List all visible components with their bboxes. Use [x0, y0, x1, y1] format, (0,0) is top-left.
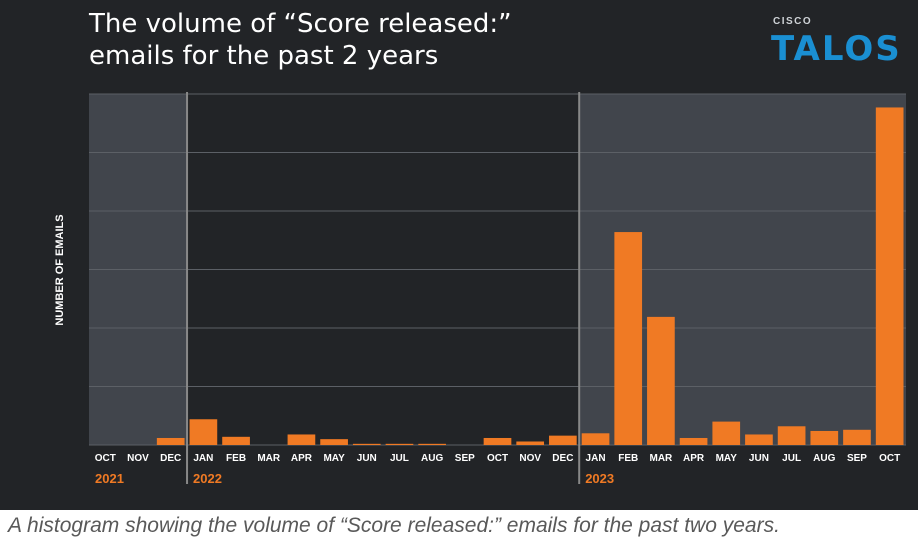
year-label: 2022 [193, 471, 222, 486]
x-tick-label: MAR [257, 453, 281, 464]
bar-4 [222, 436, 250, 445]
x-tick-label: NOV [519, 453, 541, 464]
x-tick-label: APR [291, 453, 313, 464]
x-tick-label: DEC [552, 453, 573, 464]
bar-8 [352, 443, 381, 445]
x-tick-label: JAN [193, 453, 213, 464]
logo-product-text: TALOS [771, 29, 902, 69]
x-tick-label: DEC [160, 453, 181, 464]
x-tick-label: JAN [586, 453, 606, 464]
bar-19 [712, 421, 741, 445]
bar-16 [614, 232, 643, 445]
x-tick-label: JUL [390, 453, 409, 464]
x-tick-label: OCT [879, 453, 900, 464]
bar-12 [483, 437, 512, 445]
x-tick-label: FEB [618, 453, 638, 464]
bar-15 [581, 433, 610, 445]
bar-13 [516, 441, 545, 445]
year-label: 2023 [585, 471, 614, 486]
x-tick-label: SEP [455, 453, 475, 464]
bar-23 [843, 429, 871, 445]
chart-title-line-1: The volume of “Score released:” [89, 9, 512, 39]
x-tick-label: JUN [749, 453, 769, 464]
logo-company-text: CISCO [773, 16, 813, 27]
x-tick-label: SEP [847, 453, 867, 464]
bar-chart: OCT NOV DEC JAN FEB MAR APR MAY JUN JUL AUG SEP OCT N… [89, 92, 906, 486]
year-label: 2021 [95, 471, 124, 486]
x-tick-label: JUL [782, 453, 801, 464]
bar-2 [156, 437, 185, 445]
x-tick-label: OCT [95, 453, 116, 464]
bar-14 [549, 435, 577, 445]
x-tick-label: JUN [357, 453, 377, 464]
bar-6 [287, 434, 316, 445]
bar-7 [320, 439, 348, 445]
x-tick-label: MAY [323, 453, 345, 464]
bar-9 [385, 443, 414, 445]
bar-17 [647, 316, 675, 445]
bar-22 [810, 430, 839, 445]
bar-10 [418, 443, 446, 445]
bar-3 [189, 419, 218, 445]
chart-title-line-2: emails for the past 2 years [89, 41, 439, 71]
x-tick-label: AUG [421, 453, 443, 464]
x-tick-label: APR [683, 453, 705, 464]
x-tick-label: NOV [127, 453, 149, 464]
bar-24 [875, 107, 904, 445]
bar-20 [745, 434, 773, 445]
bar-21 [777, 426, 806, 445]
x-tick-label: FEB [226, 453, 246, 464]
x-tick-label: AUG [813, 453, 835, 464]
x-tick-label: MAY [716, 453, 738, 464]
bar-18 [679, 437, 708, 445]
figure-caption: A histogram showing the volume of “Score… [8, 514, 780, 537]
x-tick-label: OCT [487, 453, 508, 464]
chart-title: The volume of “Score released:” emails f… [89, 8, 729, 72]
x-tick-label: MAR [650, 453, 674, 464]
cisco-talos-logo: CISCO TALOS [770, 14, 910, 74]
